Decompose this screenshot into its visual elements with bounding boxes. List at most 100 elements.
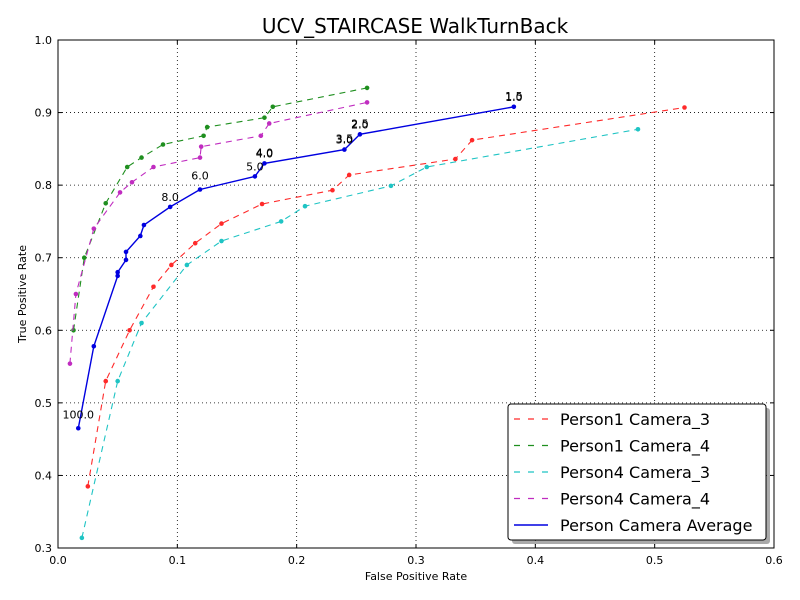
y-axis-label: True Positive Rate: [16, 245, 29, 344]
data-point-person4-camera-4: [129, 179, 135, 185]
data-point-person4-camera-3: [139, 320, 144, 326]
data-point-person4-camera-4: [117, 190, 123, 195]
y-tick-label: 0.3: [35, 542, 53, 555]
data-point-person1-camera-4: [103, 200, 109, 206]
x-tick-label: 0.0: [49, 554, 67, 567]
data-point-person-camera-average: [123, 257, 129, 263]
threshold-label: 1.5: [505, 90, 523, 103]
data-point-person-camera-average: [252, 174, 258, 179]
data-point-person-camera-average: [91, 343, 97, 349]
y-tick-label: 0.6: [35, 324, 53, 337]
threshold-label: 4.0: [256, 146, 274, 159]
data-point-person1-camera-3: [127, 327, 132, 333]
data-point-person1-camera-4: [204, 124, 210, 130]
data-point-person4-camera-3: [219, 238, 224, 244]
data-point-person1-camera-4: [270, 104, 276, 110]
data-point-person1-camera-3: [219, 221, 224, 226]
legend-label: Person1 Camera_3: [560, 410, 710, 430]
data-point-person1-camera-4: [160, 142, 166, 147]
chart-title: UCV_STAIRCASE WalkTurnBack: [262, 14, 569, 38]
data-point-person1-camera-4: [71, 327, 76, 333]
data-point-person4-camera-3: [302, 203, 308, 209]
legend-label: Person1 Camera_4: [560, 437, 710, 457]
data-point-person1-camera-4: [364, 85, 370, 91]
data-point-person4-camera-3: [635, 126, 641, 132]
y-tick-label: 0.5: [35, 397, 53, 410]
data-point-person-camera-average: [342, 147, 347, 152]
x-tick-label: 0.1: [169, 554, 187, 567]
ticks: 0.0 0.1 0.2 0.3 0.4 0.5 0.6 0.3 0.4 0.5 0.6 0.7 0.8 0…: [35, 34, 783, 567]
data-point-person4-camera-3: [79, 535, 85, 541]
data-point-person1-camera-3: [453, 156, 458, 162]
data-point-person-camera-average: [123, 249, 129, 255]
data-point-person1-camera-3: [469, 137, 475, 143]
y-tick-label: 0.4: [35, 469, 53, 482]
data-point-person1-camera-3: [151, 284, 156, 290]
data-point-person-camera-average: [115, 269, 120, 275]
data-point-person4-camera-4: [364, 100, 370, 105]
data-point-person1-camera-4: [139, 155, 144, 160]
data-point-person1-camera-3: [346, 172, 352, 178]
data-point-person1-camera-4: [81, 255, 87, 261]
threshold-label: 1.0: [505, 91, 523, 104]
data-point-person1-camera-3: [682, 105, 687, 110]
data-point-person1-camera-3: [192, 240, 198, 246]
data-point-person4-camera-4: [67, 361, 73, 366]
data-point-person1-camera-3: [330, 187, 335, 193]
legend-box: [507, 403, 767, 541]
threshold-label: 4.0: [256, 147, 274, 160]
data-point-person4-camera-3: [388, 183, 394, 189]
threshold-label: 6.0: [191, 169, 209, 182]
series-layer: [67, 85, 687, 541]
data-point-person1-camera-3: [85, 484, 91, 489]
data-point-person1-camera-3: [169, 262, 174, 268]
legend: Person1 Camera_3 Person1 Camera_4 Person4 …: [507, 403, 770, 544]
data-point-person4-camera-4: [266, 121, 272, 126]
data-point-person4-camera-3: [278, 219, 284, 224]
data-point-person-camera-average: [197, 187, 203, 192]
threshold-label: 8.0: [161, 191, 179, 204]
data-point-person-camera-average: [75, 425, 81, 431]
data-point-person4-camera-4: [198, 144, 204, 149]
x-tick-label: 0.5: [646, 554, 664, 567]
threshold-label: 5.0: [246, 160, 264, 173]
data-point-person-camera-average: [262, 161, 267, 166]
data-point-person4-camera-4: [73, 291, 79, 297]
data-point-person-camera-average: [357, 132, 363, 137]
x-axis-label: False Positive Rate: [365, 570, 467, 583]
legend-label: Person4 Camera_3: [560, 463, 710, 483]
x-tick-label: 0.4: [527, 554, 545, 567]
data-point-person-camera-average: [141, 222, 147, 228]
data-point-person4-camera-3: [184, 262, 190, 268]
threshold-label: 100.0: [63, 408, 95, 421]
data-point-person-camera-average: [115, 273, 120, 279]
series-line-person4-camera-3: [81, 128, 639, 538]
y-tick-label: 0.7: [35, 252, 53, 265]
data-point-person1-camera-3: [259, 201, 265, 207]
threshold-label: 2.0: [351, 118, 369, 131]
threshold-label: 3.0: [336, 134, 354, 147]
data-point-person1-camera-4: [201, 133, 206, 139]
data-point-person4-camera-4: [151, 164, 156, 170]
data-point-person4-camera-4: [258, 133, 264, 139]
data-point-person-camera-average: [167, 204, 173, 210]
data-point-person-camera-average: [138, 233, 143, 239]
threshold-label: 3.5: [336, 133, 354, 146]
data-point-person4-camera-3: [424, 164, 430, 170]
x-tick-label: 0.2: [288, 554, 306, 567]
legend-label: Person Camera Average: [560, 516, 752, 535]
y-tick-label: 1.0: [35, 34, 53, 47]
data-point-person1-camera-4: [262, 115, 267, 120]
x-tick-label: 0.3: [407, 554, 425, 567]
x-tick-label: 0.6: [765, 554, 783, 567]
legend-label: Person4 Camera_4: [560, 490, 710, 510]
data-point-person4-camera-4: [91, 226, 97, 231]
data-point-person4-camera-4: [197, 155, 203, 160]
data-point-person-camera-average: [511, 104, 517, 110]
y-tick-label: 0.8: [35, 179, 53, 192]
y-tick-label: 0.9: [35, 107, 53, 120]
data-point-person4-camera-3: [115, 378, 120, 384]
annotations: 100.08.06.05.04.04.03.03.52.02.51.01.5: [63, 90, 523, 421]
data-point-person1-camera-4: [124, 164, 130, 170]
